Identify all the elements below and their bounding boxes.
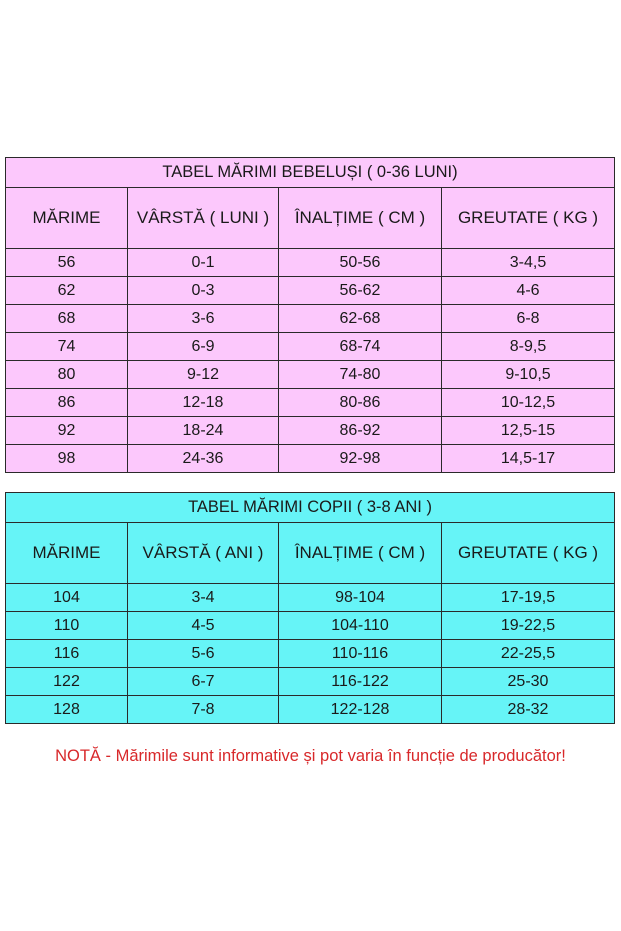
table-cell: 6-9 [127,332,279,361]
table-cell: 110 [5,611,128,640]
table-cell: 98 [5,444,128,473]
table-cell: 122 [5,667,128,696]
column-header: VÂRSTĂ ( ANI ) [127,522,279,584]
table-cell: 80 [5,360,128,389]
table-cell: 104 [5,583,128,612]
table-row: 122 6-7 116-122 25-30 [5,667,615,696]
table-cell: 0-1 [127,248,279,277]
header-row: MĂRIME VÂRSTĂ ( LUNI ) ÎNALȚIME ( CM ) GREU… [5,187,615,249]
table-cell: 86 [5,388,128,417]
table-cell: 6-7 [127,667,279,696]
table-cell: 56-62 [278,276,442,305]
column-header: GREUTATE ( KG ) [441,522,615,584]
table-cell: 28-32 [441,695,615,724]
table-cell: 18-24 [127,416,279,445]
table-cell: 62 [5,276,128,305]
table-cell: 4-6 [441,276,615,305]
table-cell: 128 [5,695,128,724]
header-row: MĂRIME VÂRSTĂ ( ANI ) ÎNALȚIME ( CM ) GREUT… [5,522,615,584]
table-row: 110 4-5 104-110 19-22,5 [5,611,615,640]
table-cell: 104-110 [278,611,442,640]
disclaimer-note: NOTĂ - Mărimile sunt informative și pot … [55,747,566,765]
column-header: ÎNALȚIME ( CM ) [278,187,442,249]
table-title: TABEL MĂRIMI BEBELUȘI ( 0-36 LUNI) [5,157,615,188]
table-cell: 12,5-15 [441,416,615,445]
column-header: GREUTATE ( KG ) [441,187,615,249]
table-row: 86 12-18 80-86 10-12,5 [5,388,615,417]
table-cell: 17-19,5 [441,583,615,612]
table-cell: 14,5-17 [441,444,615,473]
table-cell: 50-56 [278,248,442,277]
table-row: 98 24-36 92-98 14,5-17 [5,444,615,473]
table-cell: 92 [5,416,128,445]
table-cell: 4-5 [127,611,279,640]
table-cell: 3-4,5 [441,248,615,277]
table-cell: 92-98 [278,444,442,473]
table-row: 104 3-4 98-104 17-19,5 [5,583,615,612]
table-row: 116 5-6 110-116 22-25,5 [5,639,615,668]
table-row: 62 0-3 56-62 4-6 [5,276,615,305]
table-cell: 9-12 [127,360,279,389]
table-cell: 7-8 [127,695,279,724]
table-row: 80 9-12 74-80 9-10,5 [5,360,615,389]
table-cell: 22-25,5 [441,639,615,668]
table-cell: 116-122 [278,667,442,696]
table-row: 128 7-8 122-128 28-32 [5,695,615,724]
table-cell: 86-92 [278,416,442,445]
table-cell: 3-6 [127,304,279,333]
table-cell: 68-74 [278,332,442,361]
table-cell: 19-22,5 [441,611,615,640]
table-cell: 110-116 [278,639,442,668]
table-row: 92 18-24 86-92 12,5-15 [5,416,615,445]
table-cell: 12-18 [127,388,279,417]
table-cell: 3-4 [127,583,279,612]
table-cell: 10-12,5 [441,388,615,417]
table-cell: 24-36 [127,444,279,473]
baby-size-table: TABEL MĂRIMI BEBELUȘI ( 0-36 LUNI) MĂRIM… [5,157,615,473]
table-row: 56 0-1 50-56 3-4,5 [5,248,615,277]
column-header: ÎNALȚIME ( CM ) [278,522,442,584]
table-cell: 74 [5,332,128,361]
table-cell: 0-3 [127,276,279,305]
table-cell: 62-68 [278,304,442,333]
table-cell: 116 [5,639,128,668]
column-header: MĂRIME [5,187,128,249]
table-cell: 68 [5,304,128,333]
column-header: MĂRIME [5,522,128,584]
table-cell: 5-6 [127,639,279,668]
table-cell: 6-8 [441,304,615,333]
table-cell: 56 [5,248,128,277]
table-row: 68 3-6 62-68 6-8 [5,304,615,333]
table-title: TABEL MĂRIMI COPII ( 3-8 ANI ) [5,492,615,523]
column-header: VÂRSTĂ ( LUNI ) [127,187,279,249]
kids-size-table: TABEL MĂRIMI COPII ( 3-8 ANI ) MĂRIME VÂR… [5,492,615,724]
table-cell: 9-10,5 [441,360,615,389]
table-cell: 25-30 [441,667,615,696]
table-cell: 74-80 [278,360,442,389]
table-cell: 8-9,5 [441,332,615,361]
table-row: 74 6-9 68-74 8-9,5 [5,332,615,361]
table-cell: 80-86 [278,388,442,417]
table-cell: 122-128 [278,695,442,724]
table-cell: 98-104 [278,583,442,612]
